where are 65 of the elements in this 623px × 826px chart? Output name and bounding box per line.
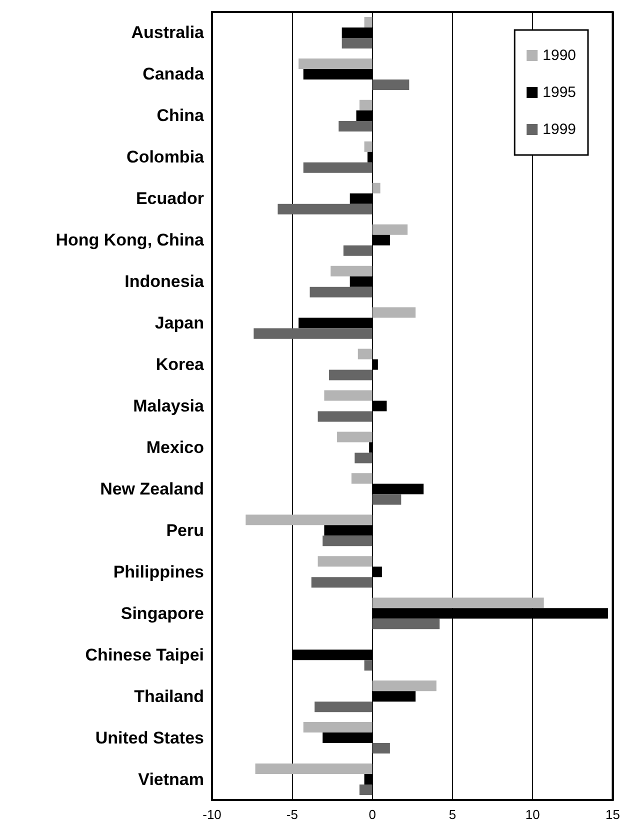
bar [359, 784, 372, 796]
y-tick-label: China [156, 106, 205, 126]
bar [358, 348, 372, 360]
y-tick-label: New Zealand [100, 479, 204, 498]
y-tick-label: United States [95, 728, 204, 748]
y-tick-label: Singapore [120, 604, 204, 623]
bar [303, 722, 372, 733]
bar [364, 16, 372, 28]
x-tick-label: 0 [368, 807, 376, 822]
x-tick-label: 10 [525, 807, 540, 822]
bar [364, 141, 372, 152]
bar [372, 598, 544, 608]
y-tick-label: Korea [156, 355, 205, 374]
bar [372, 182, 380, 194]
y-tick-label: Thailand [134, 686, 204, 706]
bar [354, 452, 372, 464]
bar [372, 224, 408, 235]
y-tick-label: Malaysia [133, 396, 205, 416]
y-tick-label: Peru [166, 520, 204, 540]
bar [337, 432, 372, 442]
legend-label: 1990 [542, 47, 576, 64]
bar [322, 536, 372, 546]
bar [318, 556, 372, 567]
bar [343, 245, 372, 256]
bar [359, 100, 372, 110]
bar [329, 370, 372, 380]
bar [342, 38, 372, 48]
y-tick-label: Japan [154, 314, 204, 333]
bar [338, 120, 372, 132]
bar [372, 618, 440, 630]
bar [255, 764, 372, 774]
bar [318, 411, 372, 422]
y-tick-label: Indonesia [124, 272, 205, 292]
x-tick-label: 5 [448, 807, 456, 822]
y-tick-label: Canada [142, 64, 205, 84]
bar [324, 390, 372, 401]
bar [254, 328, 372, 339]
y-tick-label: Ecuador [136, 189, 204, 208]
bar [330, 266, 372, 276]
y-tick-label: Mexico [146, 438, 204, 457]
legend-label: 1999 [542, 121, 576, 138]
x-tick-label: -10 [202, 807, 222, 822]
bar [311, 577, 372, 588]
legend-label: 1995 [542, 84, 576, 101]
y-tick-label: Chinese Taipei [85, 645, 204, 664]
y-tick-label: Hong Kong, China [56, 230, 205, 250]
bar [310, 286, 372, 298]
bar [303, 162, 372, 173]
bar [278, 204, 372, 214]
bar [246, 514, 372, 526]
bar [372, 79, 410, 90]
x-tick-label: 15 [606, 807, 620, 822]
y-tick-label: Australia [131, 23, 205, 42]
bar [298, 58, 372, 69]
bar [372, 307, 416, 318]
bar [372, 743, 390, 754]
bar [351, 473, 372, 484]
x-tick-label: -5 [286, 807, 298, 822]
y-tick-label: Vietnam [138, 770, 204, 789]
y-tick-label: Colombia [126, 148, 205, 167]
bar [314, 702, 372, 712]
bar [372, 494, 402, 505]
bar [364, 660, 372, 671]
y-tick-label: Philippines [113, 562, 204, 582]
bar [372, 680, 436, 692]
